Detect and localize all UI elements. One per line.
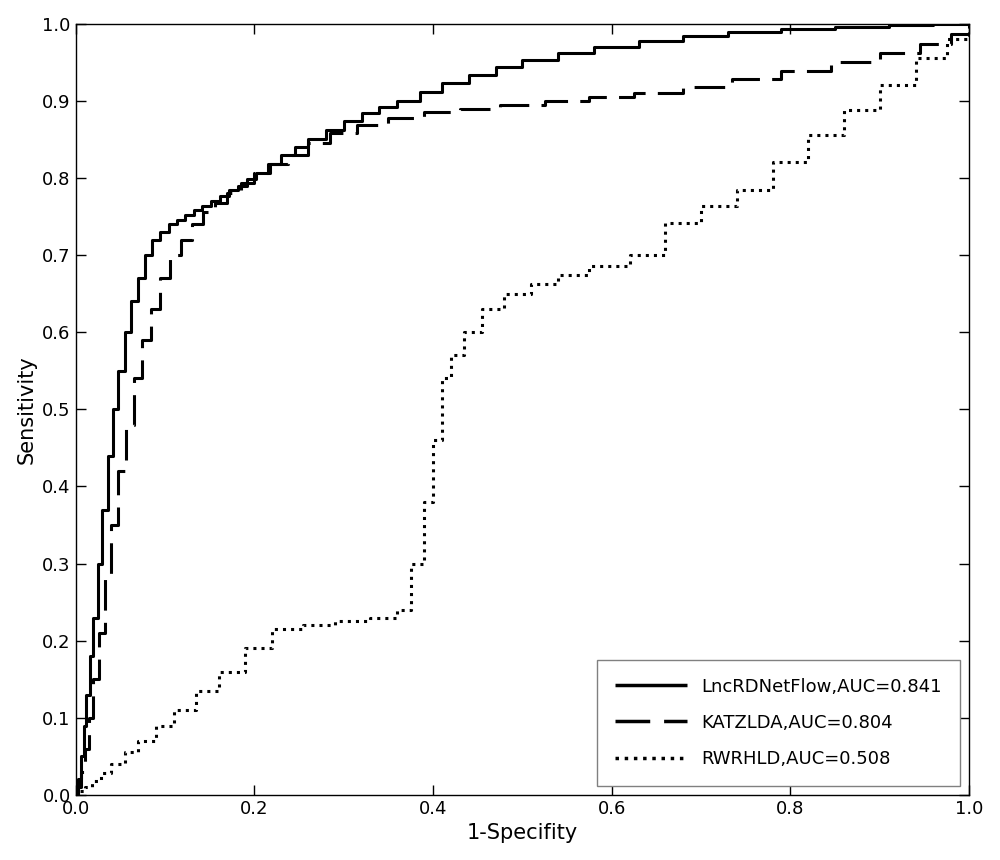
LncRDNetFlow,AUC=0.841 xyxy=(463,70,475,80)
KATZLDA,AUC=0.804 xyxy=(235,178,247,188)
RWRHLD,AUC=0.508 xyxy=(364,612,376,623)
KATZLDA,AUC=0.804 xyxy=(583,92,595,102)
RWRHLD,AUC=0.508 xyxy=(552,270,564,280)
RWRHLD,AUC=0.508 xyxy=(297,620,309,630)
KATZLDA,AUC=0.804 xyxy=(145,304,157,314)
KATZLDA,AUC=0.804 xyxy=(677,82,689,92)
LncRDNetFlow,AUC=0.841 xyxy=(70,789,82,800)
KATZLDA,AUC=0.804 xyxy=(825,57,837,67)
KATZLDA,AUC=0.804 xyxy=(75,766,87,777)
KATZLDA,AUC=0.804 xyxy=(963,19,975,29)
KATZLDA,AUC=0.804 xyxy=(775,66,787,77)
RWRHLD,AUC=0.508 xyxy=(874,80,886,90)
RWRHLD,AUC=0.508 xyxy=(95,768,107,778)
KATZLDA,AUC=0.804 xyxy=(945,28,957,39)
RWRHLD,AUC=0.508 xyxy=(525,280,537,290)
RWRHLD,AUC=0.508 xyxy=(445,350,457,360)
KATZLDA,AUC=0.804 xyxy=(120,420,132,430)
RWRHLD,AUC=0.508 xyxy=(266,624,278,635)
KATZLDA,AUC=0.804 xyxy=(494,100,506,110)
KATZLDA,AUC=0.804 xyxy=(186,219,198,230)
RWRHLD,AUC=0.508 xyxy=(802,131,814,141)
KATZLDA,AUC=0.804 xyxy=(93,628,105,638)
RWRHLD,AUC=0.508 xyxy=(498,288,510,298)
LncRDNetFlow,AUC=0.841 xyxy=(963,19,975,29)
KATZLDA,AUC=0.804 xyxy=(136,335,148,345)
RWRHLD,AUC=0.508 xyxy=(838,105,850,115)
LncRDNetFlow,AUC=0.841 xyxy=(677,31,689,41)
KATZLDA,AUC=0.804 xyxy=(539,95,551,106)
RWRHLD,AUC=0.508 xyxy=(695,200,707,211)
KATZLDA,AUC=0.804 xyxy=(264,159,276,169)
RWRHLD,AUC=0.508 xyxy=(105,759,117,769)
RWRHLD,AUC=0.508 xyxy=(74,786,86,796)
X-axis label: 1-Specifity: 1-Specifity xyxy=(467,823,578,844)
KATZLDA,AUC=0.804 xyxy=(418,107,430,117)
Line: LncRDNetFlow,AUC=0.841: LncRDNetFlow,AUC=0.841 xyxy=(76,24,969,795)
Line: KATZLDA,AUC=0.804: KATZLDA,AUC=0.804 xyxy=(76,24,969,795)
RWRHLD,AUC=0.508 xyxy=(941,34,953,44)
KATZLDA,AUC=0.804 xyxy=(83,713,95,723)
RWRHLD,AUC=0.508 xyxy=(86,776,98,786)
KATZLDA,AUC=0.804 xyxy=(874,48,886,58)
KATZLDA,AUC=0.804 xyxy=(79,744,91,754)
KATZLDA,AUC=0.804 xyxy=(221,188,233,199)
KATZLDA,AUC=0.804 xyxy=(154,273,166,283)
KATZLDA,AUC=0.804 xyxy=(175,235,187,245)
RWRHLD,AUC=0.508 xyxy=(624,250,636,261)
LncRDNetFlow,AUC=0.841 xyxy=(289,142,301,152)
RWRHLD,AUC=0.508 xyxy=(329,617,341,627)
KATZLDA,AUC=0.804 xyxy=(351,120,363,131)
Legend: LncRDNetFlow,AUC=0.841, KATZLDA,AUC=0.804, RWRHLD,AUC=0.508: LncRDNetFlow,AUC=0.841, KATZLDA,AUC=0.80… xyxy=(597,660,960,786)
Y-axis label: Sensitivity: Sensitivity xyxy=(17,355,37,464)
KATZLDA,AUC=0.804 xyxy=(105,519,117,530)
RWRHLD,AUC=0.508 xyxy=(150,721,162,731)
RWRHLD,AUC=0.508 xyxy=(70,789,82,800)
RWRHLD,AUC=0.508 xyxy=(405,558,417,568)
RWRHLD,AUC=0.508 xyxy=(132,736,144,746)
KATZLDA,AUC=0.804 xyxy=(726,74,738,84)
KATZLDA,AUC=0.804 xyxy=(324,128,336,138)
LncRDNetFlow,AUC=0.841 xyxy=(275,150,287,160)
RWRHLD,AUC=0.508 xyxy=(119,747,131,758)
RWRHLD,AUC=0.508 xyxy=(963,19,975,29)
KATZLDA,AUC=0.804 xyxy=(70,789,82,800)
KATZLDA,AUC=0.804 xyxy=(87,674,99,685)
KATZLDA,AUC=0.804 xyxy=(382,113,394,123)
KATZLDA,AUC=0.804 xyxy=(112,466,124,476)
RWRHLD,AUC=0.508 xyxy=(239,643,251,654)
RWRHLD,AUC=0.508 xyxy=(659,218,671,228)
KATZLDA,AUC=0.804 xyxy=(209,198,221,208)
LncRDNetFlow,AUC=0.841 xyxy=(320,125,332,135)
LncRDNetFlow,AUC=0.841 xyxy=(132,273,144,283)
RWRHLD,AUC=0.508 xyxy=(418,497,430,507)
KATZLDA,AUC=0.804 xyxy=(197,206,209,217)
KATZLDA,AUC=0.804 xyxy=(248,168,260,178)
KATZLDA,AUC=0.804 xyxy=(628,88,640,98)
RWRHLD,AUC=0.508 xyxy=(213,666,225,677)
KATZLDA,AUC=0.804 xyxy=(128,373,140,384)
RWRHLD,AUC=0.508 xyxy=(427,435,439,445)
KATZLDA,AUC=0.804 xyxy=(454,103,466,114)
RWRHLD,AUC=0.508 xyxy=(767,157,779,168)
KATZLDA,AUC=0.804 xyxy=(164,250,176,261)
KATZLDA,AUC=0.804 xyxy=(302,138,314,149)
RWRHLD,AUC=0.508 xyxy=(731,185,743,195)
RWRHLD,AUC=0.508 xyxy=(168,705,180,716)
RWRHLD,AUC=0.508 xyxy=(583,261,595,271)
KATZLDA,AUC=0.804 xyxy=(72,782,84,792)
RWRHLD,AUC=0.508 xyxy=(458,327,470,337)
KATZLDA,AUC=0.804 xyxy=(282,150,294,160)
KATZLDA,AUC=0.804 xyxy=(914,39,926,49)
RWRHLD,AUC=0.508 xyxy=(476,304,488,314)
RWRHLD,AUC=0.508 xyxy=(79,782,91,792)
RWRHLD,AUC=0.508 xyxy=(391,605,403,615)
RWRHLD,AUC=0.508 xyxy=(436,373,448,384)
Line: RWRHLD,AUC=0.508: RWRHLD,AUC=0.508 xyxy=(76,24,969,795)
RWRHLD,AUC=0.508 xyxy=(910,53,922,64)
KATZLDA,AUC=0.804 xyxy=(99,574,111,584)
RWRHLD,AUC=0.508 xyxy=(190,685,202,696)
